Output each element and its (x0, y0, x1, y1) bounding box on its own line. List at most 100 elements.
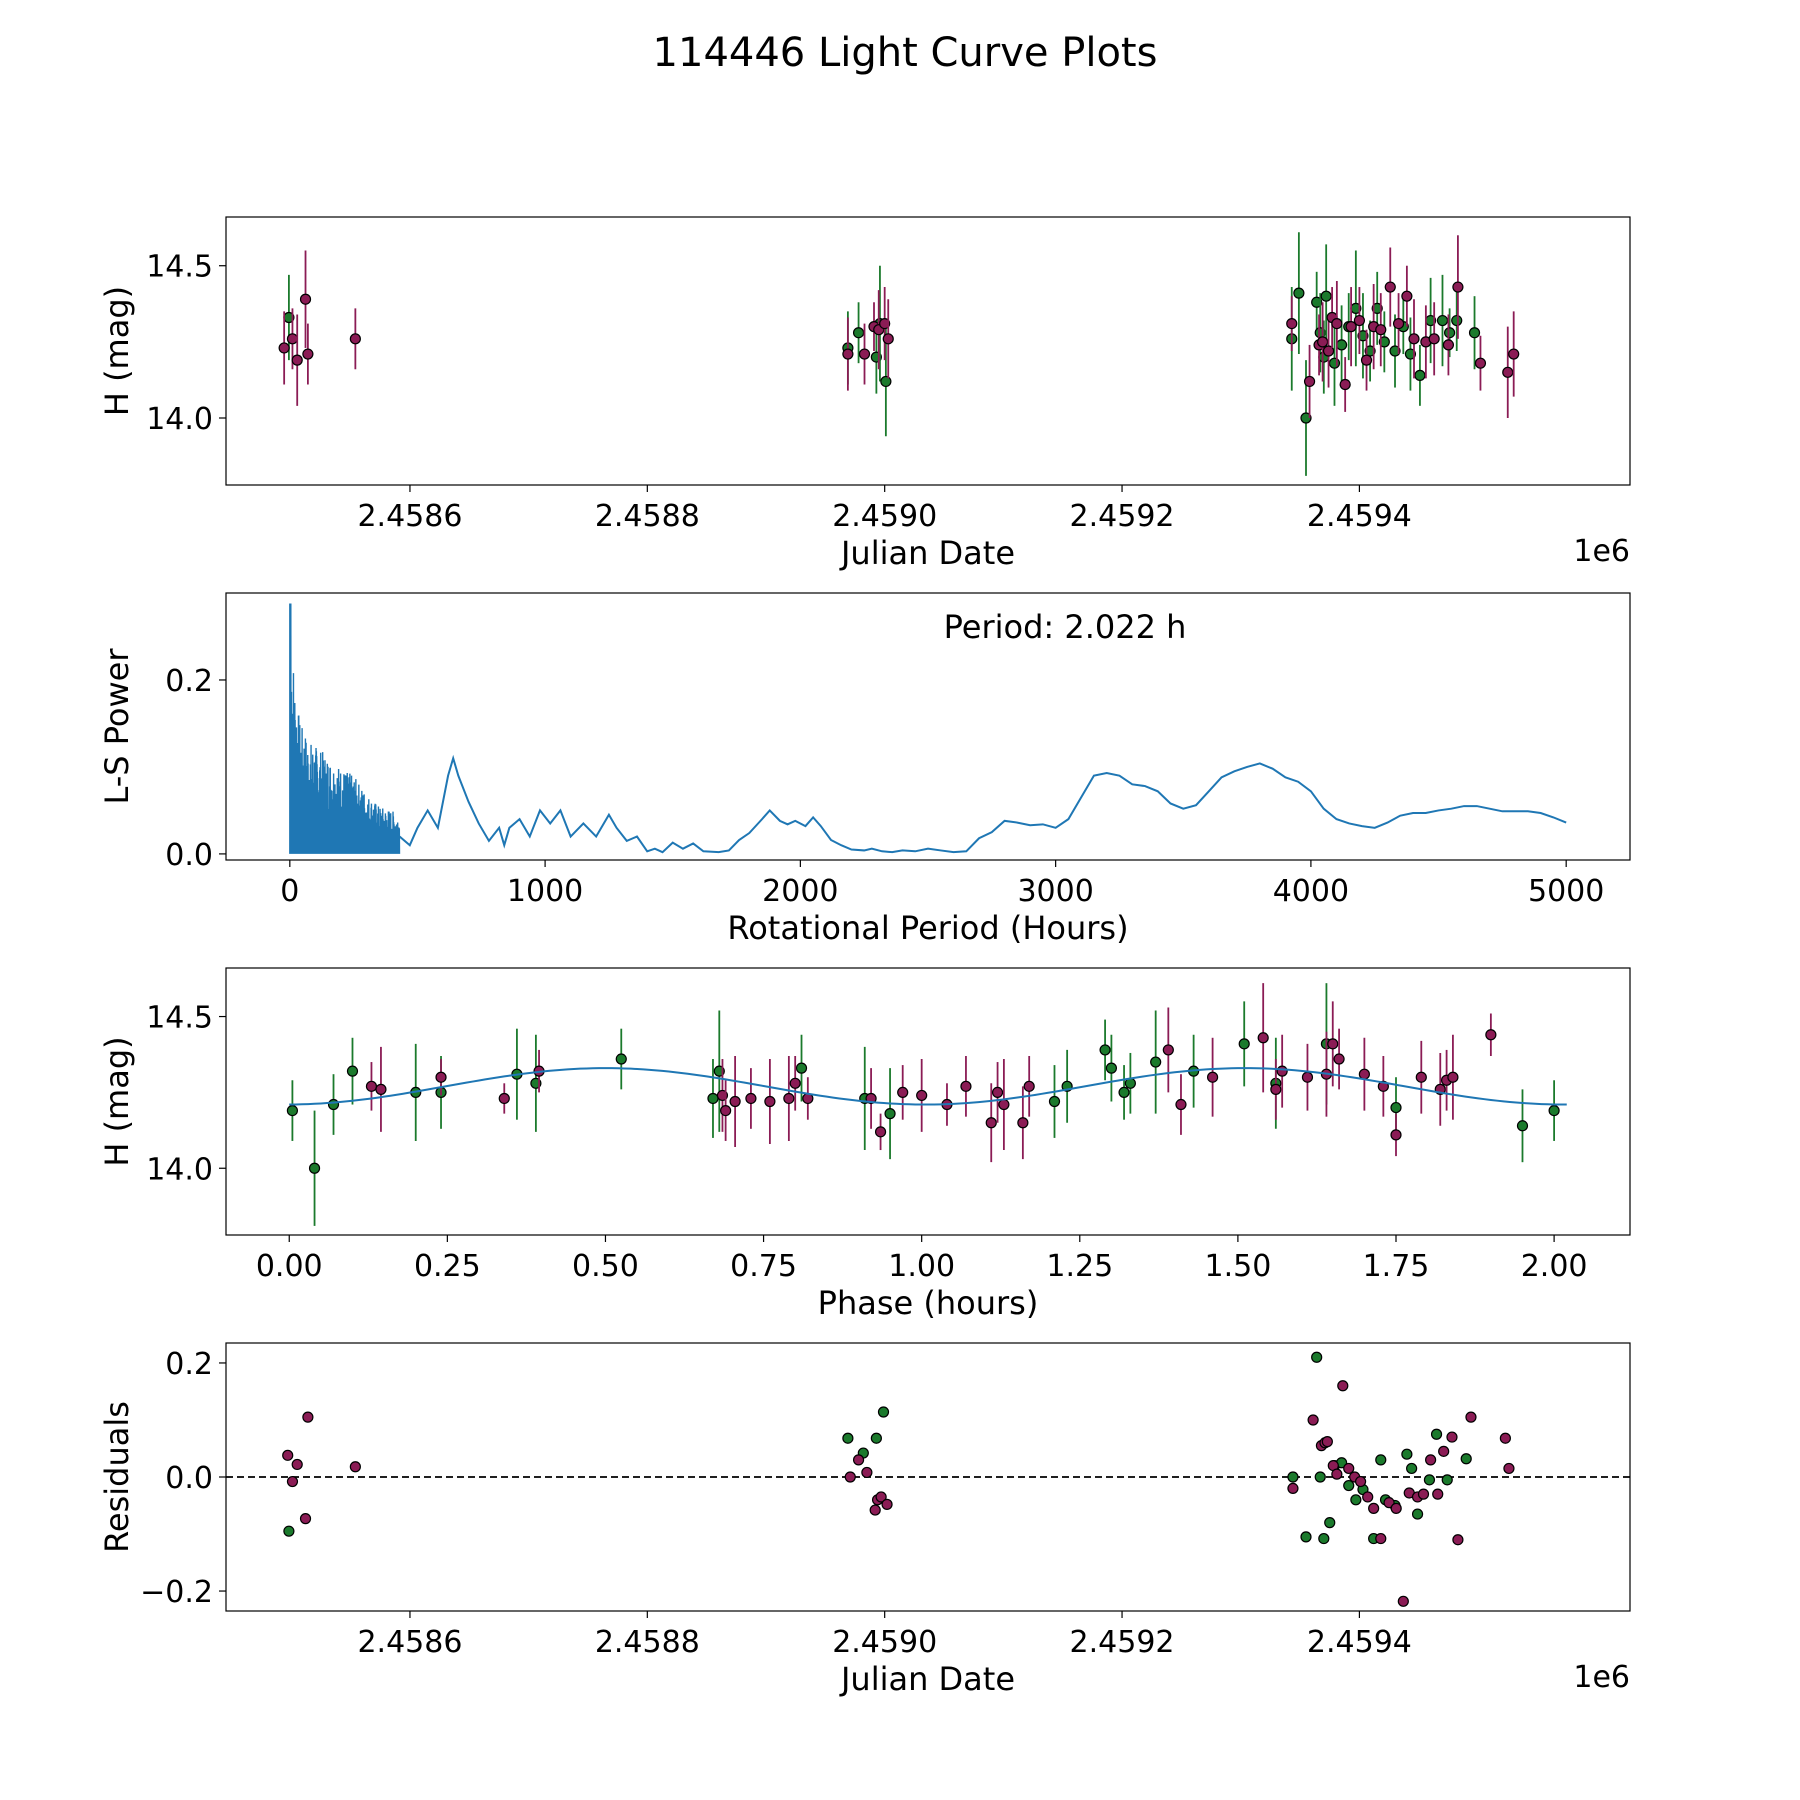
lightcurve-point (852, 327, 865, 339)
lightcurve-point (1392, 317, 1405, 330)
lightcurve-point (1444, 327, 1456, 339)
phased-xtick-label: 2.00 (1521, 1249, 1588, 1284)
phased-ytick-label: 14.5 (146, 1001, 213, 1036)
phased-point (1358, 1068, 1370, 1080)
residuals-point (1307, 1414, 1319, 1426)
residuals-point (1354, 1475, 1367, 1488)
lightcurve-point (1378, 336, 1390, 348)
phased-ytick-label: 14.0 (146, 1152, 213, 1187)
lightcurve-point (1474, 357, 1487, 369)
residuals-point (1452, 1534, 1464, 1546)
residuals-point (1438, 1445, 1450, 1457)
lightcurve-axes-frame (225, 216, 1631, 486)
residuals-point (1397, 1595, 1409, 1607)
phased-point (1257, 1032, 1269, 1044)
phased-point (1023, 1080, 1035, 1092)
residuals-point (1331, 1468, 1343, 1480)
phased-point (1017, 1117, 1029, 1129)
residuals-xtick-label: 2.4594 (1307, 1625, 1412, 1660)
phased-point (498, 1092, 510, 1105)
phased-point (1048, 1095, 1061, 1108)
phased-point (985, 1117, 997, 1129)
phased-xlabel: Phase (hours) (818, 1284, 1039, 1322)
residuals-point (1362, 1491, 1374, 1503)
phased-point (1301, 1071, 1314, 1083)
residuals-point (282, 1449, 294, 1461)
phased-point (789, 1077, 801, 1089)
phased-ylabel: H (mag) (98, 1036, 136, 1166)
phased-point (897, 1086, 909, 1098)
residuals-point (1430, 1428, 1443, 1440)
phased-xtick-label: 0.25 (414, 1249, 481, 1284)
lightcurve-xtick-label: 2.4592 (1070, 499, 1175, 534)
lightcurve-point (1286, 317, 1298, 330)
residuals-point (852, 1454, 865, 1466)
residuals-offset-label: 1e6 (1573, 1660, 1630, 1695)
residuals-point (881, 1498, 893, 1510)
lightcurve-point (1328, 357, 1341, 369)
phased-series-r (365, 983, 1497, 1163)
phased-point (1333, 1053, 1345, 1065)
residuals-point (302, 1411, 314, 1423)
lightcurve-point (1408, 333, 1420, 345)
lightcurve-point (1322, 345, 1335, 357)
phased-point (960, 1080, 972, 1092)
lightcurve-point (1375, 324, 1387, 336)
phased-xtick-label: 1.50 (1204, 1249, 1271, 1284)
residuals-point (1343, 1479, 1355, 1492)
lightcurve-point (1468, 327, 1481, 339)
residuals-point (1432, 1488, 1444, 1500)
lightcurve-series-r (278, 235, 1520, 418)
lightcurve-point (1452, 281, 1464, 293)
lightcurve-point (1451, 314, 1463, 327)
phased-point (916, 1089, 928, 1102)
periodogram-xtick-label: 1000 (507, 874, 583, 909)
phased-point (729, 1095, 741, 1108)
phased-point (1390, 1101, 1402, 1114)
residuals-point (1337, 1380, 1349, 1392)
periodogram-xtick-label: 5000 (1528, 874, 1604, 909)
lightcurve-point (1339, 378, 1351, 391)
phased-point (795, 1062, 808, 1074)
residuals-ytick-label: −0.2 (140, 1575, 213, 1610)
residuals-point (1318, 1532, 1330, 1545)
lightcurve-point (1357, 330, 1369, 342)
lightcurve-point (1353, 314, 1366, 327)
lightcurve-point (879, 317, 891, 330)
lightcurve-point (880, 375, 892, 388)
lightcurve-point (291, 354, 303, 366)
lightcurve-point (1502, 366, 1514, 378)
phased-xtick-label: 0.75 (730, 1249, 797, 1284)
periodogram-dense-region (289, 603, 401, 854)
period-annotation: Period: 2.022 h (944, 608, 1187, 646)
phased-point (783, 1092, 795, 1105)
phased-point (1118, 1086, 1130, 1098)
phased-point (998, 1098, 1010, 1111)
residuals-point (1425, 1454, 1437, 1466)
phased-xtick-label: 1.00 (888, 1249, 955, 1284)
residuals-point (1411, 1508, 1424, 1520)
periodogram-xtick-label: 0 (280, 874, 299, 909)
residuals-point (877, 1406, 890, 1418)
phased-axes-frame (225, 967, 1631, 1236)
lightcurve-xtick-label: 2.4586 (357, 499, 462, 534)
residuals-point (1324, 1517, 1336, 1529)
phased-point (1150, 1056, 1162, 1068)
residuals-point (842, 1432, 854, 1444)
phased-point (1175, 1098, 1187, 1111)
residuals-point (1465, 1411, 1477, 1423)
residuals-point (349, 1461, 361, 1473)
residuals-point (1287, 1482, 1299, 1495)
residuals-point (1390, 1502, 1402, 1514)
residuals-point (1368, 1502, 1380, 1514)
phased-lightcurve-panel: 0.00 0.25 0.50 0.75 1.00 1.25 1.50 1.75 2.00 14.0… (98, 967, 1631, 1322)
residuals-point (291, 1458, 303, 1471)
phased-point (1415, 1071, 1427, 1083)
lightcurve-point (1331, 317, 1343, 330)
lightcurve-point (882, 333, 894, 345)
lightcurve-xtick-label: 2.4594 (1307, 499, 1412, 534)
lightcurve-point (286, 333, 299, 345)
phased-point (327, 1098, 340, 1111)
lightcurve-point (1317, 336, 1329, 348)
periodogram-line (398, 754, 1567, 854)
